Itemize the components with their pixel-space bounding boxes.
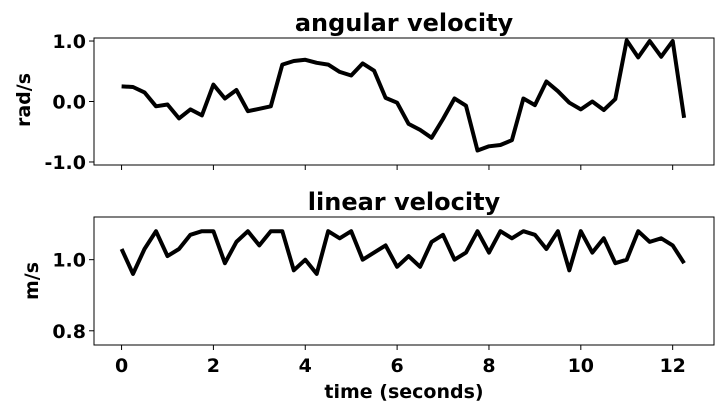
x-tick-label: 2 [207, 355, 220, 377]
linear-velocity-title: linear velocity [308, 188, 501, 216]
linear-velocity-panel: linear velocity m/s 0.8 1.0 0 2 4 6 8 10 12 time… [21, 188, 715, 403]
x-tick-label: 10 [568, 355, 594, 377]
series-line [119, 229, 686, 276]
y-tick-label: 1.0 [52, 250, 86, 272]
x-tick-label: 6 [390, 355, 403, 377]
linear-velocity-axis-ticks: 0.8 1.0 0 2 4 6 8 10 12 [52, 250, 686, 377]
y-tick-label: -1.0 [44, 152, 86, 174]
y-tick-label: 0.0 [52, 92, 86, 114]
time-axis-label: time (seconds) [324, 381, 483, 403]
x-tick-label: 8 [482, 355, 495, 377]
angular-velocity-plot-frame [93, 37, 715, 166]
linear-velocity-plot-frame [93, 216, 715, 346]
angular-velocity-axis-ticks: -1.0 0.0 1.0 [44, 31, 674, 174]
linear-velocity-ylabel: m/s [21, 262, 43, 300]
linear-velocity-series [119, 229, 686, 276]
x-tick-label: 12 [659, 355, 685, 377]
angular-velocity-series [121, 38, 687, 153]
y-tick-label: 1.0 [52, 31, 86, 53]
angular-velocity-panel: angular velocity rad/s -1.0 0.0 1.0 [13, 9, 715, 174]
series-line [121, 38, 687, 153]
y-tick-label: 0.8 [52, 321, 86, 343]
x-tick-label: 0 [115, 355, 128, 377]
x-tick-label: 4 [299, 355, 312, 377]
angular-velocity-title: angular velocity [295, 9, 514, 37]
angular-velocity-ylabel: rad/s [13, 73, 35, 127]
